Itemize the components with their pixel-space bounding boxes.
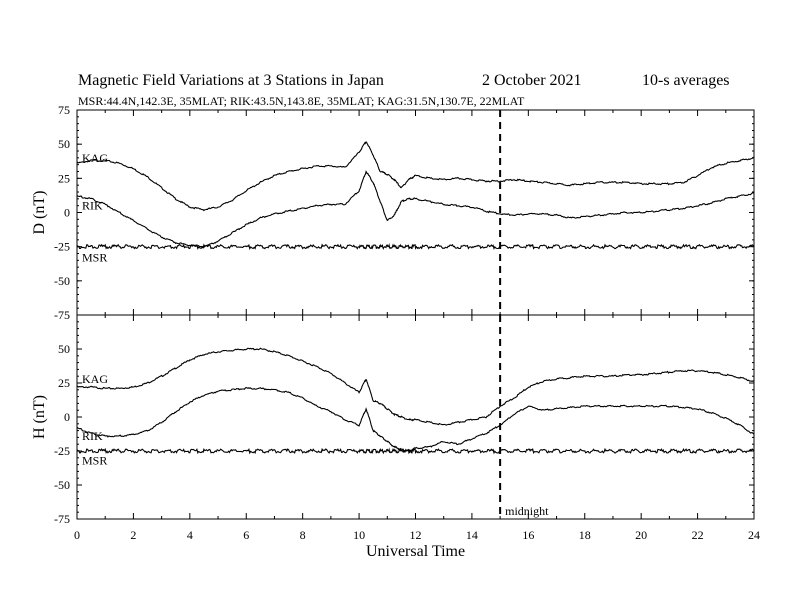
top-panel-ytick-label: 0 [64,206,70,220]
x-tick-label: 14 [466,528,478,542]
top-panel-ytick-label: -25 [54,240,70,254]
bottom-panel-ytick-label: -50 [54,478,70,492]
bottom-panel-y-axis-label: H (nT) [31,395,48,439]
bottom-panel-ytick-label: 50 [58,342,70,356]
x-axis-label: Universal Time [366,543,465,560]
title-date: 2 October 2021 [482,72,582,89]
top-panel-series-kag-line [76,141,755,212]
chart-subtitle: MSR:44.4N,142.3E, 35MLAT; RIK:43.5N,143.… [78,94,525,108]
top-panel-ytick-label: -50 [54,274,70,288]
x-tick-label: 4 [187,528,193,542]
top-panel-series-kag-label: KAG [82,151,108,165]
top-panel-y-axis-label: D (nT) [31,191,48,235]
x-tick-label: 8 [300,528,306,542]
title-averages: 10-s averages [642,72,730,89]
title-main: Magnetic Field Variations at 3 Stations … [78,72,384,89]
x-tick-label: 12 [410,528,422,542]
bottom-panel-ytick-label: 0 [64,410,70,424]
bottom-panel-series-kag-label: KAG [82,372,108,386]
bottom-panel-ytick-label: -25 [54,444,70,458]
midnight-label: midnight [505,504,549,518]
x-tick-label: 18 [579,528,591,542]
bottom-panel-series-rik-line [76,387,755,452]
x-tick-label: 24 [748,528,760,542]
bottom-panel-ytick-label: -75 [54,512,70,526]
x-tick-label: 10 [353,528,365,542]
bottom-panel-series-rik-label: RIK [82,429,103,443]
bottom-panel-series-msr-label: MSR [82,454,107,468]
top-panel-ytick-label: -75 [54,308,70,322]
x-tick-label: 20 [635,528,647,542]
bottom-panel-series-msr-line [76,447,755,455]
top-panel-ytick-label: 50 [58,137,70,151]
bottom-panel-series-kag-line [76,347,755,426]
bottom-panel-ytick-label: 25 [58,376,70,390]
x-tick-label: 0 [74,528,80,542]
bottom-panel-frame [76,314,755,520]
x-tick-label: 6 [243,528,249,542]
x-tick-label: 16 [522,528,534,542]
top-panel-series-msr-label: MSR [82,251,107,265]
x-tick-label: 22 [692,528,704,542]
top-panel-series-rik-label: RIK [82,199,103,213]
top-panel-series-rik-line [76,170,755,248]
top-panel-ytick-label: 75 [58,103,70,117]
top-panel-series-msr-line [76,242,755,251]
top-panel-frame [76,109,755,316]
top-panel-ytick-label: 25 [58,171,70,185]
x-tick-label: 2 [130,528,136,542]
